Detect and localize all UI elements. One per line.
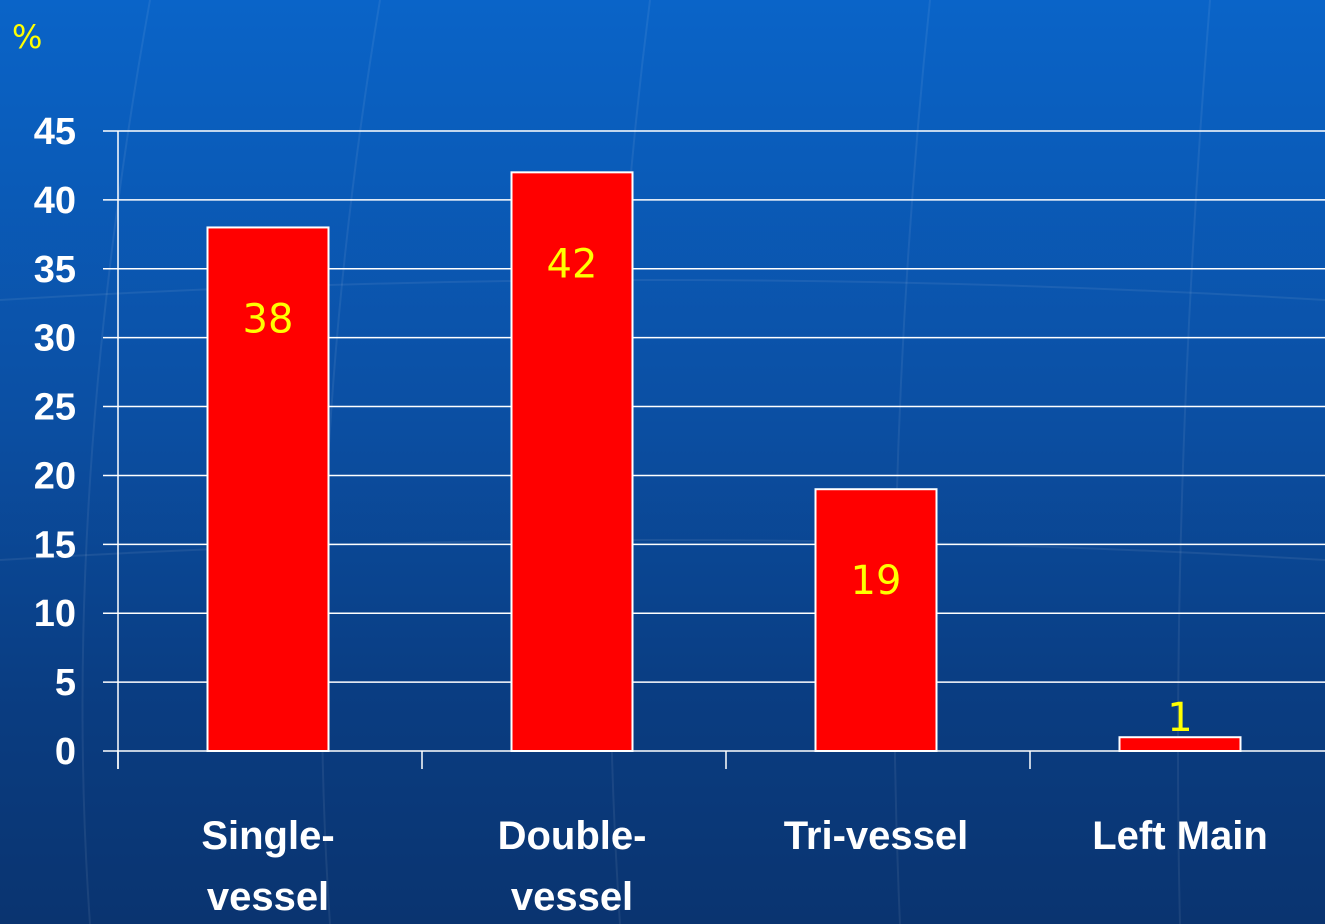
y-tick-label: 45 [34,111,76,153]
data-label: 19 [851,558,902,604]
x-category-label: Left Main [1092,814,1268,858]
y-tick-label: 20 [34,455,76,497]
background-arc [0,539,1325,561]
y-tick-label: 0 [55,731,76,773]
y-tick-label: 25 [34,387,76,429]
x-category-label: Double-vessel [498,814,647,919]
x-category-label: Tri-vessel [784,814,969,858]
y-axis-unit-label: % [12,18,42,56]
data-label: 38 [243,296,294,342]
x-axis-category-labels: Single-vessel Double-vessel Tri-vessel Left… [201,814,1267,919]
background-arc [320,0,381,924]
y-tick-label: 10 [34,593,76,635]
x-category-label: Single-vessel [201,814,334,919]
y-tick-label: 15 [34,524,76,566]
bar [206,226,330,752]
x-axis [117,131,1031,769]
bar [1118,736,1242,753]
y-tick-label: 5 [55,662,76,704]
background-arc [893,0,931,924]
y-tick-label: 35 [34,249,76,291]
y-tick-label: 40 [34,180,76,222]
data-labels: 38 42 19 1 [243,241,1193,741]
data-label: 1 [1167,695,1192,741]
bars [206,171,1242,753]
data-label: 42 [547,241,598,287]
background-arc [1177,0,1211,924]
y-tick-label: 30 [34,318,76,360]
bar [510,171,634,753]
y-axis-tick-labels: 0 5 10 15 20 25 30 35 40 45 [34,111,76,773]
background-arc [0,279,1325,301]
background-arc [81,0,151,924]
bar [814,488,938,752]
